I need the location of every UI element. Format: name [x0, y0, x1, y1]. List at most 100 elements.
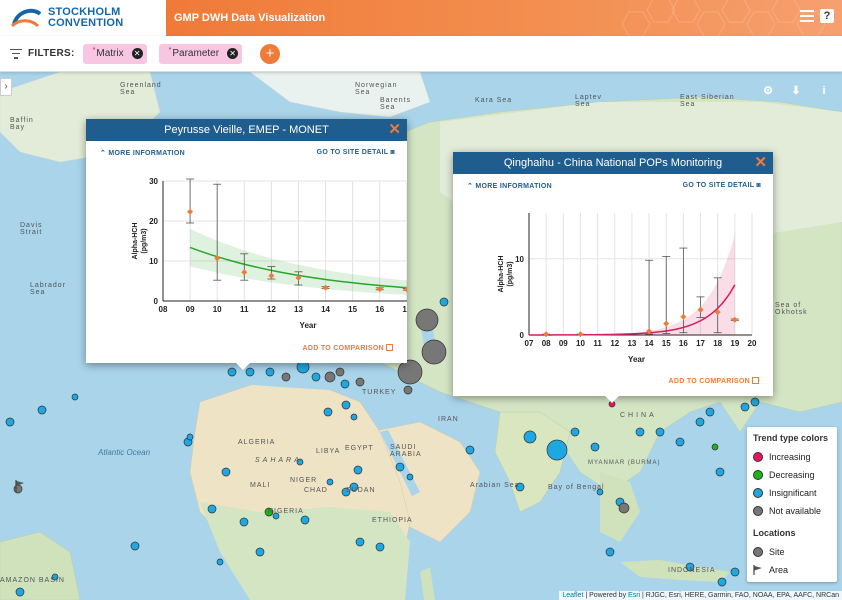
more-information-link[interactable]: ⌃ MORE INFORMATION: [100, 150, 186, 157]
site-marker[interactable]: [715, 467, 725, 477]
help-icon[interactable]: ?: [820, 9, 834, 23]
data-point[interactable]: [714, 309, 721, 316]
site-marker[interactable]: [439, 297, 449, 307]
data-point[interactable]: [214, 255, 221, 262]
site-marker[interactable]: [695, 417, 705, 427]
site-marker[interactable]: [13, 484, 23, 494]
data-point[interactable]: [241, 269, 248, 276]
close-icon[interactable]: ✕: [388, 121, 401, 138]
site-marker[interactable]: [300, 515, 310, 525]
data-point[interactable]: [577, 331, 584, 338]
site-marker[interactable]: [406, 473, 414, 481]
data-point[interactable]: [403, 286, 407, 293]
site-marker[interactable]: [685, 562, 695, 572]
site-marker[interactable]: [415, 308, 439, 332]
remove-chip-icon[interactable]: ✕: [227, 48, 239, 59]
site-marker[interactable]: [340, 379, 350, 389]
site-detail-link[interactable]: GO TO SITE DETAIL ◙: [316, 149, 395, 156]
site-marker[interactable]: [740, 402, 750, 412]
site-marker[interactable]: [655, 427, 665, 437]
site-marker[interactable]: [311, 372, 321, 382]
site-detail-link[interactable]: GO TO SITE DETAIL ◙: [682, 182, 761, 189]
filter-chip-parameter[interactable]: * Parameter ✕: [158, 43, 243, 64]
site-marker[interactable]: [186, 433, 194, 441]
area-flag-marker[interactable]: [15, 480, 24, 492]
site-marker[interactable]: [546, 439, 568, 461]
data-point[interactable]: [680, 313, 687, 320]
site-marker[interactable]: [717, 577, 727, 587]
site-marker[interactable]: [523, 430, 537, 444]
site-marker[interactable]: [421, 339, 447, 365]
site-marker[interactable]: [465, 445, 475, 455]
filter-chip-matrix[interactable]: * Matrix ✕: [82, 43, 147, 64]
data-point[interactable]: [295, 274, 302, 281]
esri-link[interactable]: Esri: [628, 592, 641, 599]
filter-icon[interactable]: [10, 48, 22, 59]
site-marker[interactable]: [227, 367, 237, 377]
hamburger-menu-icon[interactable]: [800, 10, 814, 22]
site-marker[interactable]: [397, 359, 423, 385]
site-marker[interactable]: [341, 400, 351, 410]
site-marker[interactable]: [51, 573, 59, 581]
site-marker[interactable]: [323, 407, 333, 417]
site-marker[interactable]: [711, 443, 719, 451]
site-marker[interactable]: [272, 512, 280, 520]
site-marker[interactable]: [15, 587, 25, 597]
site-marker[interactable]: [570, 427, 580, 437]
site-marker[interactable]: [37, 405, 47, 415]
site-marker[interactable]: [265, 367, 275, 377]
site-marker[interactable]: [350, 413, 358, 421]
site-marker[interactable]: [515, 482, 525, 492]
data-point[interactable]: [376, 286, 383, 292]
site-marker[interactable]: [353, 465, 363, 475]
site-marker[interactable]: [730, 567, 740, 577]
site-marker[interactable]: [296, 458, 304, 466]
site-marker[interactable]: [675, 437, 685, 447]
data-point[interactable]: [268, 272, 275, 279]
site-marker[interactable]: [605, 547, 615, 557]
site-marker[interactable]: [403, 385, 413, 395]
site-marker[interactable]: [355, 537, 365, 547]
add-to-comparison-link[interactable]: ADD TO COMPARISON: [669, 377, 759, 385]
site-marker[interactable]: [207, 504, 217, 514]
site-marker[interactable]: [5, 417, 15, 427]
site-marker[interactable]: [71, 393, 79, 401]
site-marker[interactable]: [216, 558, 224, 566]
site-marker[interactable]: [130, 541, 140, 551]
side-panel-toggle[interactable]: ›: [0, 78, 12, 96]
data-point[interactable]: [697, 306, 704, 313]
site-marker[interactable]: [239, 517, 249, 527]
site-marker[interactable]: [635, 427, 645, 437]
site-marker[interactable]: [326, 478, 334, 486]
stockholm-convention-logo[interactable]: STOCKHOLM CONVENTION: [0, 0, 166, 36]
site-marker[interactable]: [705, 407, 715, 417]
site-marker[interactable]: [750, 397, 760, 407]
data-point[interactable]: [322, 284, 329, 291]
cloud-download-icon[interactable]: ⬇: [791, 85, 801, 97]
info-icon[interactable]: i: [822, 85, 826, 97]
add-filter-button[interactable]: +: [260, 43, 281, 64]
site-marker[interactable]: [341, 487, 351, 497]
site-marker[interactable]: [590, 442, 600, 452]
site-marker[interactable]: [355, 377, 365, 387]
leaflet-link[interactable]: Leaflet: [562, 592, 584, 599]
site-marker[interactable]: [255, 547, 265, 557]
gear-icon[interactable]: ⚙: [763, 85, 773, 97]
add-to-comparison-link[interactable]: ADD TO COMPARISON: [303, 344, 393, 352]
remove-chip-icon[interactable]: ✕: [131, 48, 143, 59]
more-information-link[interactable]: ⌃ MORE INFORMATION: [467, 183, 553, 190]
site-marker[interactable]: [335, 367, 345, 377]
data-point[interactable]: [543, 331, 550, 338]
data-point[interactable]: [187, 208, 194, 215]
close-icon[interactable]: ✕: [754, 154, 767, 171]
site-marker[interactable]: [221, 467, 231, 477]
site-marker[interactable]: [349, 482, 359, 492]
data-point[interactable]: [663, 320, 670, 327]
site-marker[interactable]: [618, 502, 630, 514]
data-point[interactable]: [646, 328, 653, 335]
site-marker[interactable]: [395, 462, 405, 472]
site-marker[interactable]: [281, 372, 291, 382]
site-marker[interactable]: [375, 542, 385, 552]
site-marker[interactable]: [324, 371, 336, 383]
site-marker[interactable]: [245, 367, 255, 377]
